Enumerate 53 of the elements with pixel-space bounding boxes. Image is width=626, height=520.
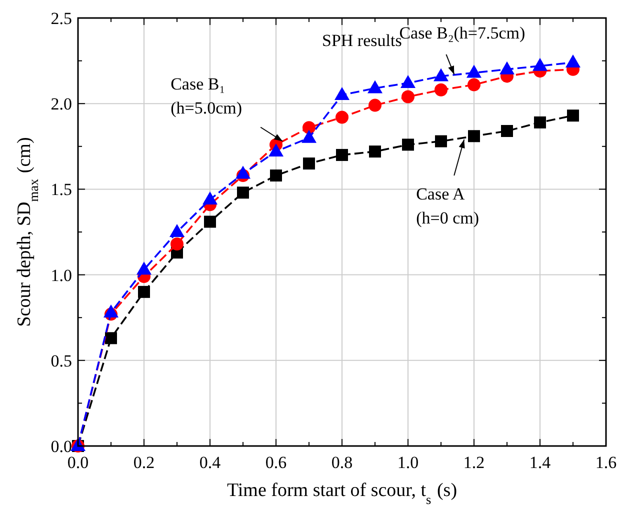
y-tick-label: 2.0 [50,94,72,114]
point [302,121,316,134]
y-tick-label: 1.5 [50,180,72,200]
point [105,332,117,344]
point [434,68,448,82]
point [303,158,315,170]
point [402,138,414,151]
x-tick-label: 0.4 [199,453,222,472]
annotation: Case A (h=0 cm) [416,184,480,228]
x-tick-label: 1.6 [595,453,617,472]
point [236,166,250,179]
point [500,61,514,74]
y-tick-label: 0.5 [50,351,72,370]
y-tick-label: 2.5 [50,8,72,28]
point [302,130,316,143]
y-tick-label: 0.0 [50,436,72,456]
point [468,130,480,142]
point [138,286,150,298]
point [368,80,382,94]
point [270,170,282,182]
point [202,191,218,204]
x-tick-label: 0.8 [331,453,353,472]
point [532,58,548,71]
point [334,87,350,100]
point [434,83,448,96]
x-tick-label: 0.2 [133,453,155,472]
x-tick-label: 1.0 [397,453,419,472]
point [468,78,480,92]
annotation: Case B₁ (h=5.0cm) [170,74,242,118]
point [501,124,513,137]
point [170,237,184,250]
y-tick-label: 1.0 [50,266,72,285]
x-tick-label: 0.0 [67,453,89,472]
point [566,54,580,68]
x-tick-label: 1.2 [463,453,485,472]
point [369,146,381,158]
point [466,64,482,78]
point [237,186,249,199]
point [268,144,284,157]
point [400,75,416,88]
point [368,98,382,112]
point [435,135,447,148]
point [136,262,152,275]
point [336,148,348,161]
point [402,90,414,104]
point [170,224,184,237]
x-tick-label: 1.4 [529,453,552,472]
point [336,110,348,124]
x-axis-title: Time form start of scour, t$_{s}$ (s) [226,480,458,506]
x-tick-label: 0.6 [265,453,287,472]
point [567,110,579,122]
point [204,216,216,228]
point [534,116,546,128]
